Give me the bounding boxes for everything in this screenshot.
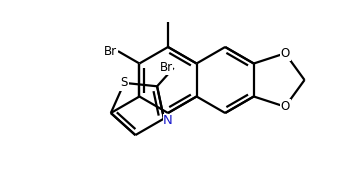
Text: N: N bbox=[163, 114, 173, 127]
Text: S: S bbox=[121, 76, 128, 89]
Text: O: O bbox=[281, 47, 290, 60]
Text: Br: Br bbox=[104, 45, 117, 58]
Text: O: O bbox=[281, 100, 290, 113]
Text: Br: Br bbox=[159, 61, 173, 74]
